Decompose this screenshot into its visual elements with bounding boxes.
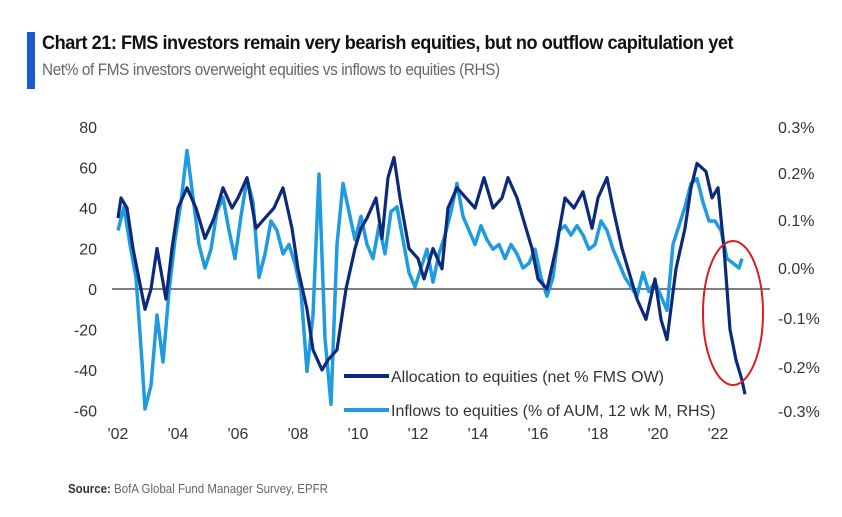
y-tick-label: -60 [74, 404, 97, 421]
series-line-inflows [116, 148, 744, 411]
y-tick-label: -20 [74, 323, 97, 340]
legend: Allocation to equities (net % FMS OW) In… [344, 369, 716, 420]
x-tick-label: '10 [348, 426, 369, 443]
chart-subtitle: Net% of FMS investors overweight equitie… [42, 60, 500, 79]
series-line-allocation [116, 155, 747, 395]
y2-tick-label: -0.2% [778, 360, 820, 377]
y-axis-left: 80 60 40 20 0 -20 -40 -60 [74, 120, 97, 421]
source-label: Source: [68, 482, 111, 496]
y2-tick-label: -0.1% [778, 311, 820, 328]
y2-tick-label: -0.3% [778, 404, 820, 421]
highlight-ellipse [702, 240, 764, 386]
y-tick-label: 60 [79, 161, 97, 178]
y-tick-label: -40 [74, 363, 97, 380]
x-tick-label: '04 [168, 426, 189, 443]
y-tick-label: 0 [88, 282, 97, 299]
y-tick-label: 80 [79, 120, 97, 137]
legend-label-inflows: Inflows to equities (% of AUM, 12 wk M, … [391, 403, 716, 420]
x-tick-label: '06 [228, 426, 249, 443]
y-tick-label: 20 [79, 242, 97, 259]
x-tick-label: '22 [708, 426, 729, 443]
x-tick-label: '14 [468, 426, 489, 443]
y2-tick-label: 0.0% [778, 261, 814, 278]
x-tick-label: '02 [108, 426, 129, 443]
source-note: Source: BofA Global Fund Manager Survey,… [68, 482, 328, 496]
y2-tick-label: 0.2% [778, 166, 814, 183]
y-axis-right: 0.3% 0.2% 0.1% 0.0% -0.1% -0.2% -0.3% [778, 120, 820, 421]
series-layer [116, 148, 747, 411]
y-tick-label: 40 [79, 201, 97, 218]
title-accent-bar [27, 32, 35, 89]
x-axis: '02 '04 '06 '08 '10 '12 '14 '16 '18 '20 '22 [108, 426, 729, 443]
x-tick-label: '18 [588, 426, 609, 443]
source-text: BofA Global Fund Manager Survey, EPFR [114, 482, 328, 496]
legend-label-allocation: Allocation to equities (net % FMS OW) [391, 369, 664, 386]
y2-tick-label: 0.1% [778, 213, 814, 230]
x-tick-label: '12 [408, 426, 429, 443]
chart-title: Chart 21: FMS investors remain very bear… [42, 32, 734, 54]
y2-tick-label: 0.3% [778, 120, 814, 137]
x-tick-label: '08 [288, 426, 309, 443]
x-tick-label: '20 [648, 426, 669, 443]
x-tick-label: '16 [528, 426, 549, 443]
